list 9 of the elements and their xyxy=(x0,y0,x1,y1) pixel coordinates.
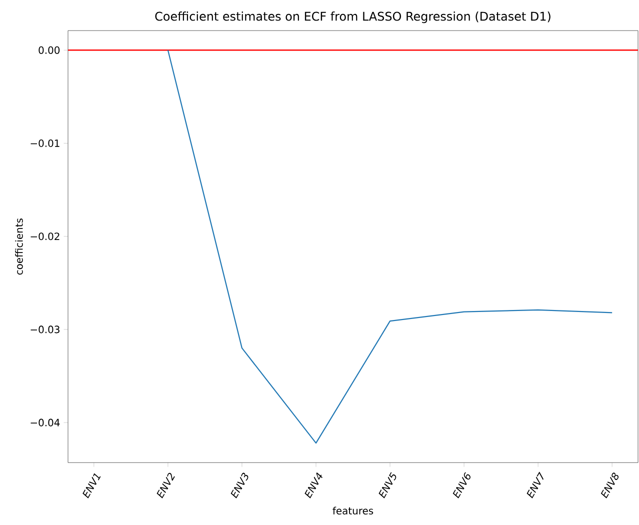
y-tick-label: −0.01 xyxy=(30,139,60,148)
line-series xyxy=(167,50,613,444)
y-tick-label: −0.04 xyxy=(30,418,60,426)
y-axis-title: coefficients xyxy=(15,218,23,275)
y-tick-label: 0.00 xyxy=(38,46,60,54)
chart-title: Coefficient estimates on ECF from LASSO Regression (Dataset D1) xyxy=(155,12,550,24)
x-axis-title: features xyxy=(332,506,374,514)
y-tick-label: −0.03 xyxy=(30,326,60,334)
y-tick-label: −0.02 xyxy=(30,232,60,240)
